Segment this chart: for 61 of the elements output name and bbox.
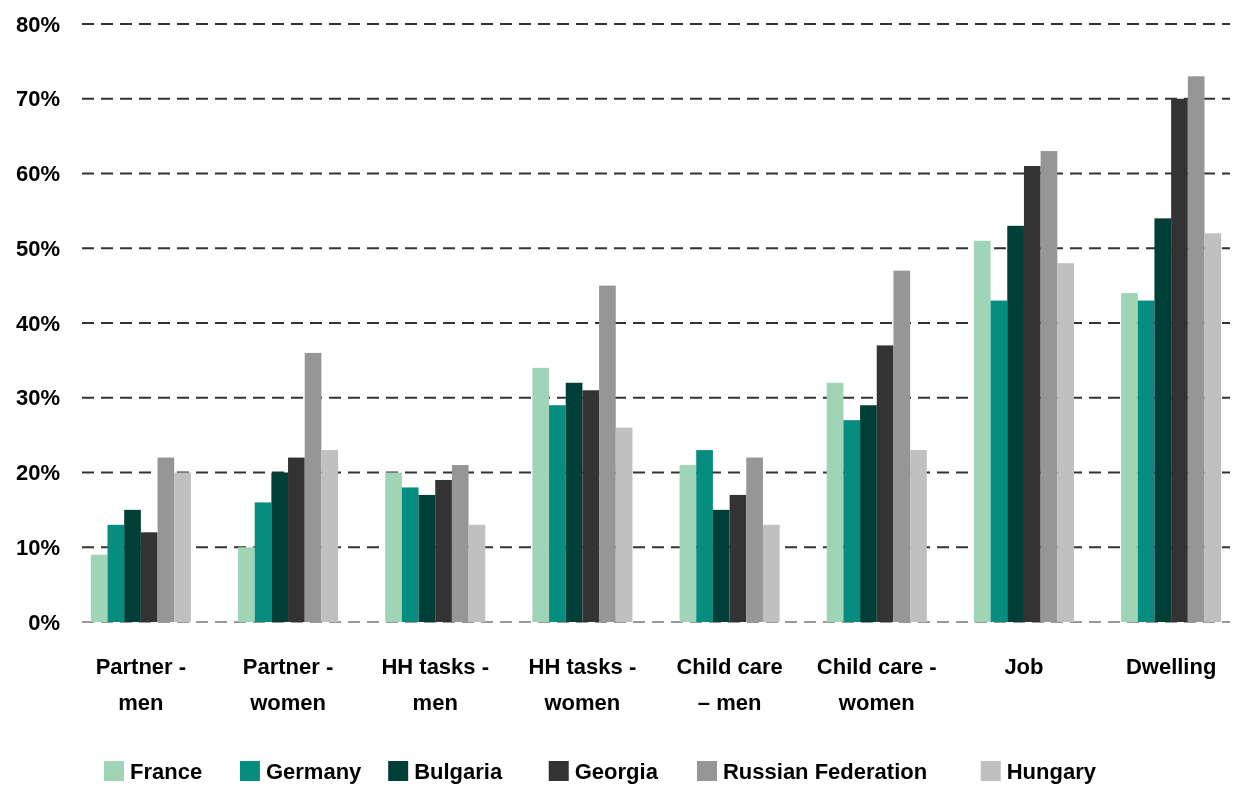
bar (238, 547, 255, 622)
y-tick-label: 50% (15, 235, 60, 261)
bar (990, 300, 1008, 622)
bar (860, 405, 877, 622)
bar (321, 450, 339, 622)
bar (174, 472, 191, 622)
bar (1154, 218, 1172, 622)
x-tick-label: Child care – men (676, 654, 783, 715)
x-tick-label: Job (1004, 654, 1044, 679)
x-tick-label: Child care - women (816, 654, 937, 715)
bar (712, 509, 730, 622)
bar (1137, 300, 1155, 622)
bar (1204, 233, 1222, 622)
legend-label: Germany (265, 758, 363, 784)
bar (910, 450, 927, 622)
legend-label: Bulgaria (414, 758, 503, 784)
bar (435, 479, 452, 622)
x-tick-label: Dwelling (1125, 654, 1217, 679)
bar (532, 367, 550, 622)
y-tick-label: 60% (15, 161, 60, 187)
y-tick-label: 30% (15, 385, 60, 411)
bar (876, 345, 894, 622)
bar (107, 524, 125, 622)
x-tick-label: Partner - men (95, 654, 187, 715)
bar (762, 524, 780, 622)
bar (385, 472, 402, 622)
bar (826, 382, 844, 622)
x-tick-label: HH tasks - women (528, 654, 637, 715)
bar (468, 524, 486, 622)
bar (254, 502, 272, 622)
bar (565, 382, 583, 622)
bar (729, 494, 747, 622)
bar (973, 240, 991, 622)
bar (1007, 225, 1024, 622)
y-tick-label: 20% (15, 460, 60, 486)
bar (696, 450, 713, 622)
bar (140, 532, 158, 622)
bar (271, 472, 289, 622)
y-tick-label: 70% (15, 86, 60, 112)
bar (1057, 263, 1074, 622)
legend-label: Russian Federation (722, 758, 928, 784)
legend-label: Georgia (574, 758, 659, 784)
bar (582, 390, 600, 622)
bar (90, 554, 108, 622)
bar (843, 420, 861, 622)
y-tick-label: 0% (28, 609, 60, 635)
y-tick-label: 80% (15, 11, 60, 37)
y-tick-label: 40% (15, 310, 60, 336)
bar (615, 427, 633, 622)
bar (1121, 293, 1138, 622)
legend-label: Hungary (1006, 758, 1097, 784)
bar (124, 509, 141, 622)
bar (401, 487, 419, 622)
bar (418, 494, 436, 622)
legend-label: France (130, 758, 203, 784)
x-tick-label: Partner - women (242, 654, 334, 715)
bar (288, 457, 305, 622)
y-tick-label: 10% (15, 534, 60, 560)
bar (549, 405, 566, 622)
bar (679, 465, 697, 622)
x-tick-label: HH tasks - men (381, 654, 490, 715)
